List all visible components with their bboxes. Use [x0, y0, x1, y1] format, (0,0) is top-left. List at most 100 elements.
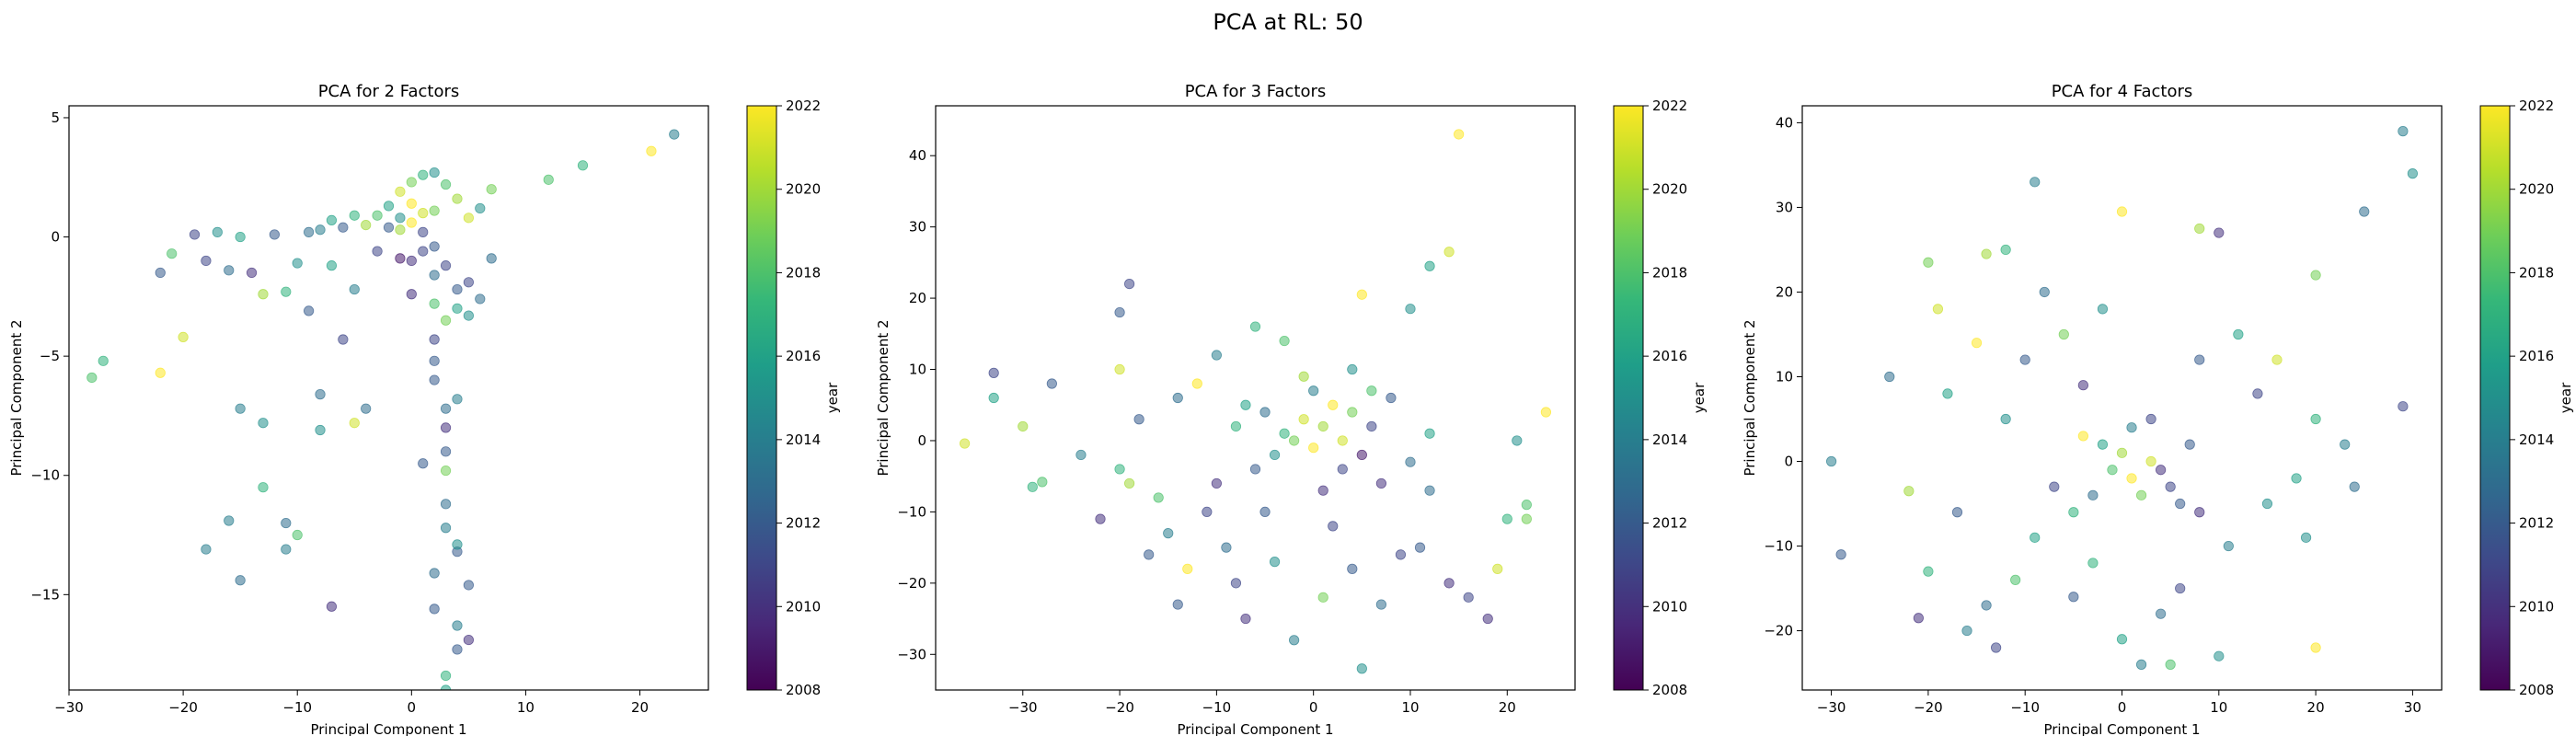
scatter-point [2261, 498, 2273, 510]
scatter-point [543, 174, 554, 185]
scatter-point [201, 255, 212, 267]
scatter-point [418, 208, 429, 219]
scatter-point [1932, 304, 1944, 315]
scatter-point [2407, 168, 2419, 179]
scatter-point [440, 670, 452, 682]
scatter-point [2398, 126, 2409, 137]
scatter-point [395, 186, 406, 197]
scatter-point [155, 367, 166, 378]
scatter-point [1375, 477, 1386, 489]
figure-title: PCA at RL: 50 [1213, 9, 1363, 35]
scatter-point [1405, 456, 1416, 467]
scatter-point [463, 634, 474, 646]
colorbar-tick-label: 2018 [1652, 264, 1687, 281]
axes-frame [935, 105, 1576, 691]
scatter-point [1133, 414, 1144, 425]
panel-title: PCA for 3 Factors [1185, 82, 1327, 101]
scatter-point [1454, 129, 1465, 140]
scatter-point [1951, 507, 1963, 518]
scatter-point [2087, 558, 2099, 569]
scatter-point [440, 260, 452, 271]
colorbar-tick-label: 2020 [786, 181, 821, 198]
x-tick-label: −30 [1817, 699, 1846, 716]
scatter-point [2398, 401, 2409, 412]
scatter-point [1163, 528, 1174, 539]
scatter-point [988, 392, 999, 404]
scatter-points [959, 129, 1552, 674]
scatter-point [1114, 306, 1125, 318]
scatter-point [1037, 477, 1048, 488]
scatter-point [2165, 659, 2176, 670]
scatter-point [1366, 420, 1377, 432]
scatter-point [959, 438, 971, 449]
scatter-point [1124, 278, 1135, 290]
x-tick-label: 0 [2118, 699, 2127, 716]
colorbar-tick-label: 2014 [2519, 431, 2554, 448]
scatter-point [1230, 578, 1242, 589]
scatter-point [440, 403, 452, 414]
scatter-point [2184, 439, 2195, 450]
scatter-point [1981, 600, 1992, 611]
scatter-point [281, 544, 292, 555]
scatter-point [1279, 428, 1290, 439]
scatter-point [1884, 371, 1895, 383]
scatter-point [440, 315, 452, 326]
scatter-point [2175, 582, 2186, 594]
y-tick-label: −10 [897, 503, 926, 520]
scatter-point [418, 458, 429, 469]
x-tick-label: 20 [2307, 699, 2325, 716]
scatter-point [429, 270, 440, 281]
scatter-point [406, 217, 417, 228]
scatter-point [1298, 371, 1309, 382]
scatter-point [2116, 447, 2128, 458]
scatter-point [2252, 388, 2263, 399]
colorbar-tick-label: 2012 [1652, 515, 1687, 532]
scatter-point [463, 277, 474, 288]
scatter-panel-1: −30 −20 −10 0 10 20 −15 −10 −5 0 5 PCA for 2 Factor… [8, 82, 841, 736]
y-tick-label: 40 [909, 147, 926, 164]
scatter-point [1424, 485, 1435, 496]
scatter-point [1298, 414, 1309, 425]
scatter-point [1540, 407, 1552, 418]
x-tick-label: 10 [1401, 699, 1419, 716]
scatter-point [1124, 477, 1135, 489]
y-tick-label: −10 [1764, 538, 1793, 555]
colorbar: 2008 2010 2012 2014 2016 2018 2020 2022 year [1613, 98, 1708, 698]
scatter-point [1308, 385, 1319, 397]
colorbar-tick-label: 2016 [2519, 348, 2554, 364]
scatter-point [1018, 420, 1029, 432]
y-tick-label: 40 [1776, 114, 1793, 131]
scatter-point [1221, 542, 1232, 553]
colorbar-tick-label: 2016 [1652, 348, 1687, 364]
scatter-point [224, 265, 235, 276]
scatter-point [1182, 563, 1193, 574]
colorbar-tick-label: 2010 [1652, 598, 1687, 615]
scatter-point [1259, 407, 1271, 418]
scatter-point [326, 601, 338, 612]
scatter-point [1923, 566, 1934, 577]
scatter-point [1913, 613, 1924, 624]
scatter-point [452, 303, 463, 314]
scatter-point [2145, 413, 2156, 425]
scatter-panel-2: −30 −20 −10 0 10 20 −30 −20 −10 0 10 20 30 40 PCA for … [875, 82, 1708, 736]
scatter-point [2019, 354, 2030, 365]
scatter-point [2291, 473, 2302, 484]
scatter-point [1443, 247, 1455, 258]
scatter-point [167, 248, 178, 259]
x-tick-label: 10 [2210, 699, 2227, 716]
scatter-point [1414, 542, 1426, 553]
scatter-point [395, 253, 406, 264]
y-axis-label: Principal Component 2 [875, 319, 891, 476]
scatter-point [2156, 608, 2167, 619]
scatter-point [349, 283, 360, 295]
scatter-point [2233, 328, 2244, 340]
scatter-point [429, 604, 440, 615]
y-axis-label: Principal Component 2 [1742, 319, 1758, 476]
scatter-point [418, 246, 429, 257]
scatter-points [86, 129, 680, 690]
scatter-point [1317, 420, 1328, 432]
y-tick-label: −10 [30, 467, 60, 484]
scatter-point [2214, 227, 2225, 238]
scatter-point [1114, 363, 1125, 375]
y-tick-label: −15 [30, 586, 60, 603]
